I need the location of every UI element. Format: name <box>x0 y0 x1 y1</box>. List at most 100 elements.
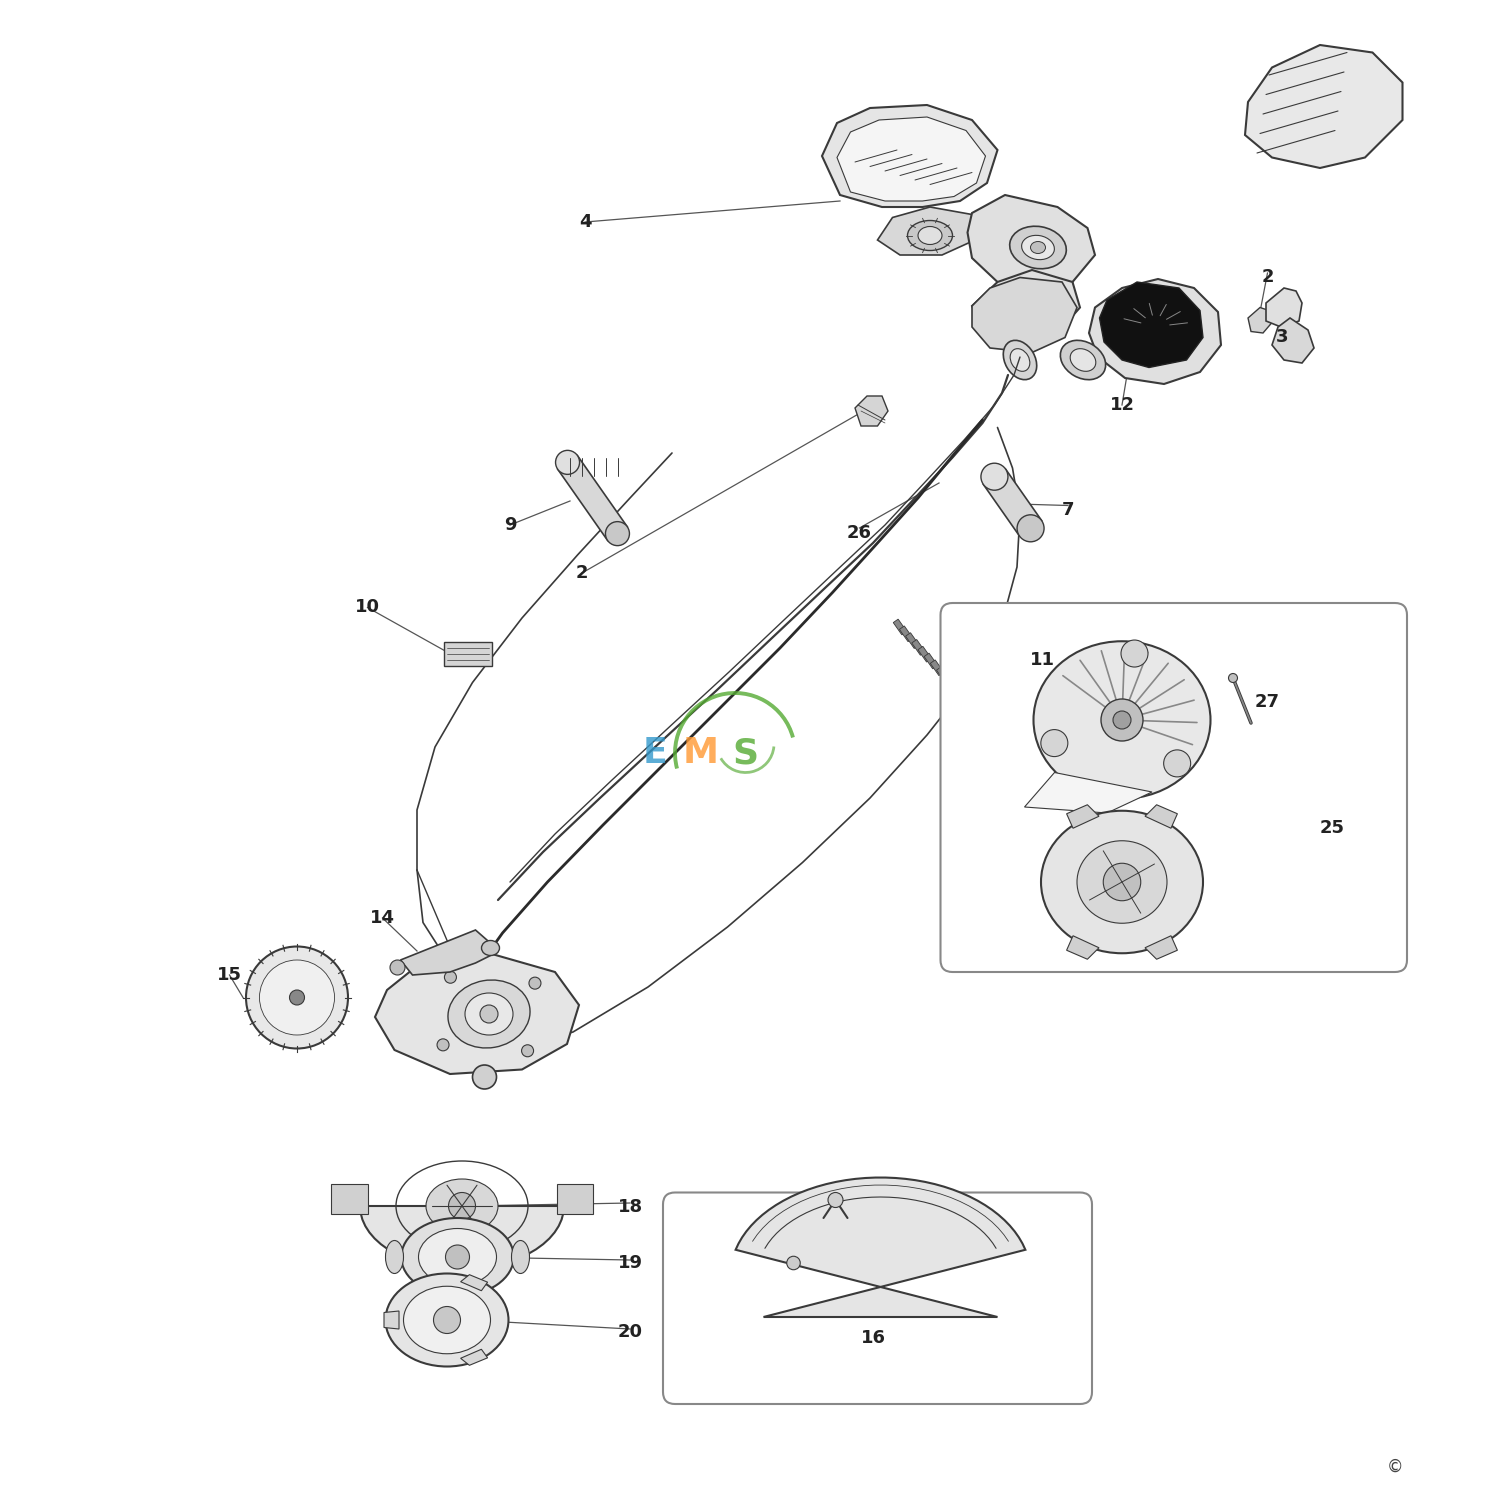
Ellipse shape <box>1070 348 1096 372</box>
Ellipse shape <box>981 464 1008 490</box>
Polygon shape <box>956 687 969 703</box>
Text: 2: 2 <box>576 564 588 582</box>
Ellipse shape <box>290 990 304 1005</box>
Ellipse shape <box>260 960 334 1035</box>
Polygon shape <box>936 666 950 682</box>
Ellipse shape <box>419 1228 497 1286</box>
Polygon shape <box>912 639 926 656</box>
Polygon shape <box>942 674 956 688</box>
Polygon shape <box>968 195 1095 292</box>
Ellipse shape <box>786 1257 800 1269</box>
Ellipse shape <box>918 226 942 244</box>
Ellipse shape <box>1030 242 1045 254</box>
Text: 26: 26 <box>847 524 871 542</box>
Ellipse shape <box>530 976 542 988</box>
Polygon shape <box>1266 288 1302 327</box>
Polygon shape <box>878 207 975 255</box>
Polygon shape <box>444 642 492 666</box>
Ellipse shape <box>472 1065 496 1089</box>
Polygon shape <box>837 117 986 201</box>
Text: 25: 25 <box>1320 819 1344 837</box>
Text: 14: 14 <box>370 909 394 927</box>
Text: 3: 3 <box>1276 328 1288 346</box>
Ellipse shape <box>1041 729 1068 756</box>
Ellipse shape <box>555 450 579 474</box>
Polygon shape <box>1272 318 1314 363</box>
Polygon shape <box>1100 282 1203 368</box>
Polygon shape <box>460 1275 488 1290</box>
Ellipse shape <box>1101 699 1143 741</box>
Polygon shape <box>980 714 993 730</box>
Ellipse shape <box>482 940 500 956</box>
Polygon shape <box>906 633 920 648</box>
Ellipse shape <box>386 1274 508 1366</box>
Ellipse shape <box>1010 348 1031 372</box>
Text: 4: 4 <box>579 213 591 231</box>
Polygon shape <box>460 1350 488 1365</box>
Ellipse shape <box>448 980 530 1048</box>
Text: 2: 2 <box>1262 268 1274 286</box>
Polygon shape <box>974 708 987 723</box>
Polygon shape <box>556 1184 592 1214</box>
Ellipse shape <box>512 1240 530 1274</box>
Polygon shape <box>1066 936 1100 958</box>
Text: 19: 19 <box>618 1254 642 1272</box>
Polygon shape <box>930 660 944 675</box>
Polygon shape <box>968 700 981 717</box>
Polygon shape <box>822 105 998 207</box>
Polygon shape <box>384 1311 399 1329</box>
Polygon shape <box>924 652 938 669</box>
Polygon shape <box>1066 806 1100 828</box>
Polygon shape <box>360 1206 564 1269</box>
Ellipse shape <box>1060 340 1106 380</box>
Polygon shape <box>972 278 1077 352</box>
Ellipse shape <box>1034 642 1211 798</box>
Text: 12: 12 <box>1110 396 1134 414</box>
Text: M: M <box>682 736 718 770</box>
Polygon shape <box>984 470 1041 536</box>
Polygon shape <box>918 646 932 662</box>
Polygon shape <box>375 954 579 1074</box>
Polygon shape <box>892 620 908 634</box>
Polygon shape <box>1144 936 1178 958</box>
Ellipse shape <box>446 1245 470 1269</box>
Ellipse shape <box>522 1046 534 1058</box>
Text: 11: 11 <box>1030 651 1054 669</box>
Ellipse shape <box>908 220 952 251</box>
Ellipse shape <box>1004 340 1036 380</box>
Ellipse shape <box>480 1005 498 1023</box>
Text: ©: © <box>1386 1458 1404 1476</box>
Ellipse shape <box>1010 226 1066 268</box>
Text: 9: 9 <box>504 516 516 534</box>
Text: 18: 18 <box>618 1198 642 1216</box>
Ellipse shape <box>426 1179 498 1233</box>
Polygon shape <box>400 930 490 975</box>
Text: 10: 10 <box>356 598 380 616</box>
Text: E: E <box>644 736 668 770</box>
Ellipse shape <box>436 1040 448 1052</box>
Ellipse shape <box>444 970 456 982</box>
Ellipse shape <box>448 1192 476 1219</box>
Ellipse shape <box>386 1240 404 1274</box>
Ellipse shape <box>606 522 630 546</box>
Polygon shape <box>998 735 1012 750</box>
Polygon shape <box>992 728 1005 744</box>
Ellipse shape <box>1077 840 1167 922</box>
Polygon shape <box>1248 308 1272 333</box>
Polygon shape <box>1144 806 1178 828</box>
Ellipse shape <box>1120 640 1148 668</box>
Ellipse shape <box>1164 750 1191 777</box>
Ellipse shape <box>246 946 348 1048</box>
Ellipse shape <box>1041 810 1203 954</box>
Ellipse shape <box>1017 514 1044 541</box>
Ellipse shape <box>1228 674 1238 682</box>
Ellipse shape <box>465 993 513 1035</box>
Ellipse shape <box>404 1287 490 1353</box>
Polygon shape <box>1089 279 1221 384</box>
Ellipse shape <box>390 960 405 975</box>
Text: S: S <box>732 736 759 770</box>
Polygon shape <box>332 1184 368 1214</box>
FancyBboxPatch shape <box>940 603 1407 972</box>
Polygon shape <box>986 722 999 736</box>
Text: 15: 15 <box>217 966 242 984</box>
